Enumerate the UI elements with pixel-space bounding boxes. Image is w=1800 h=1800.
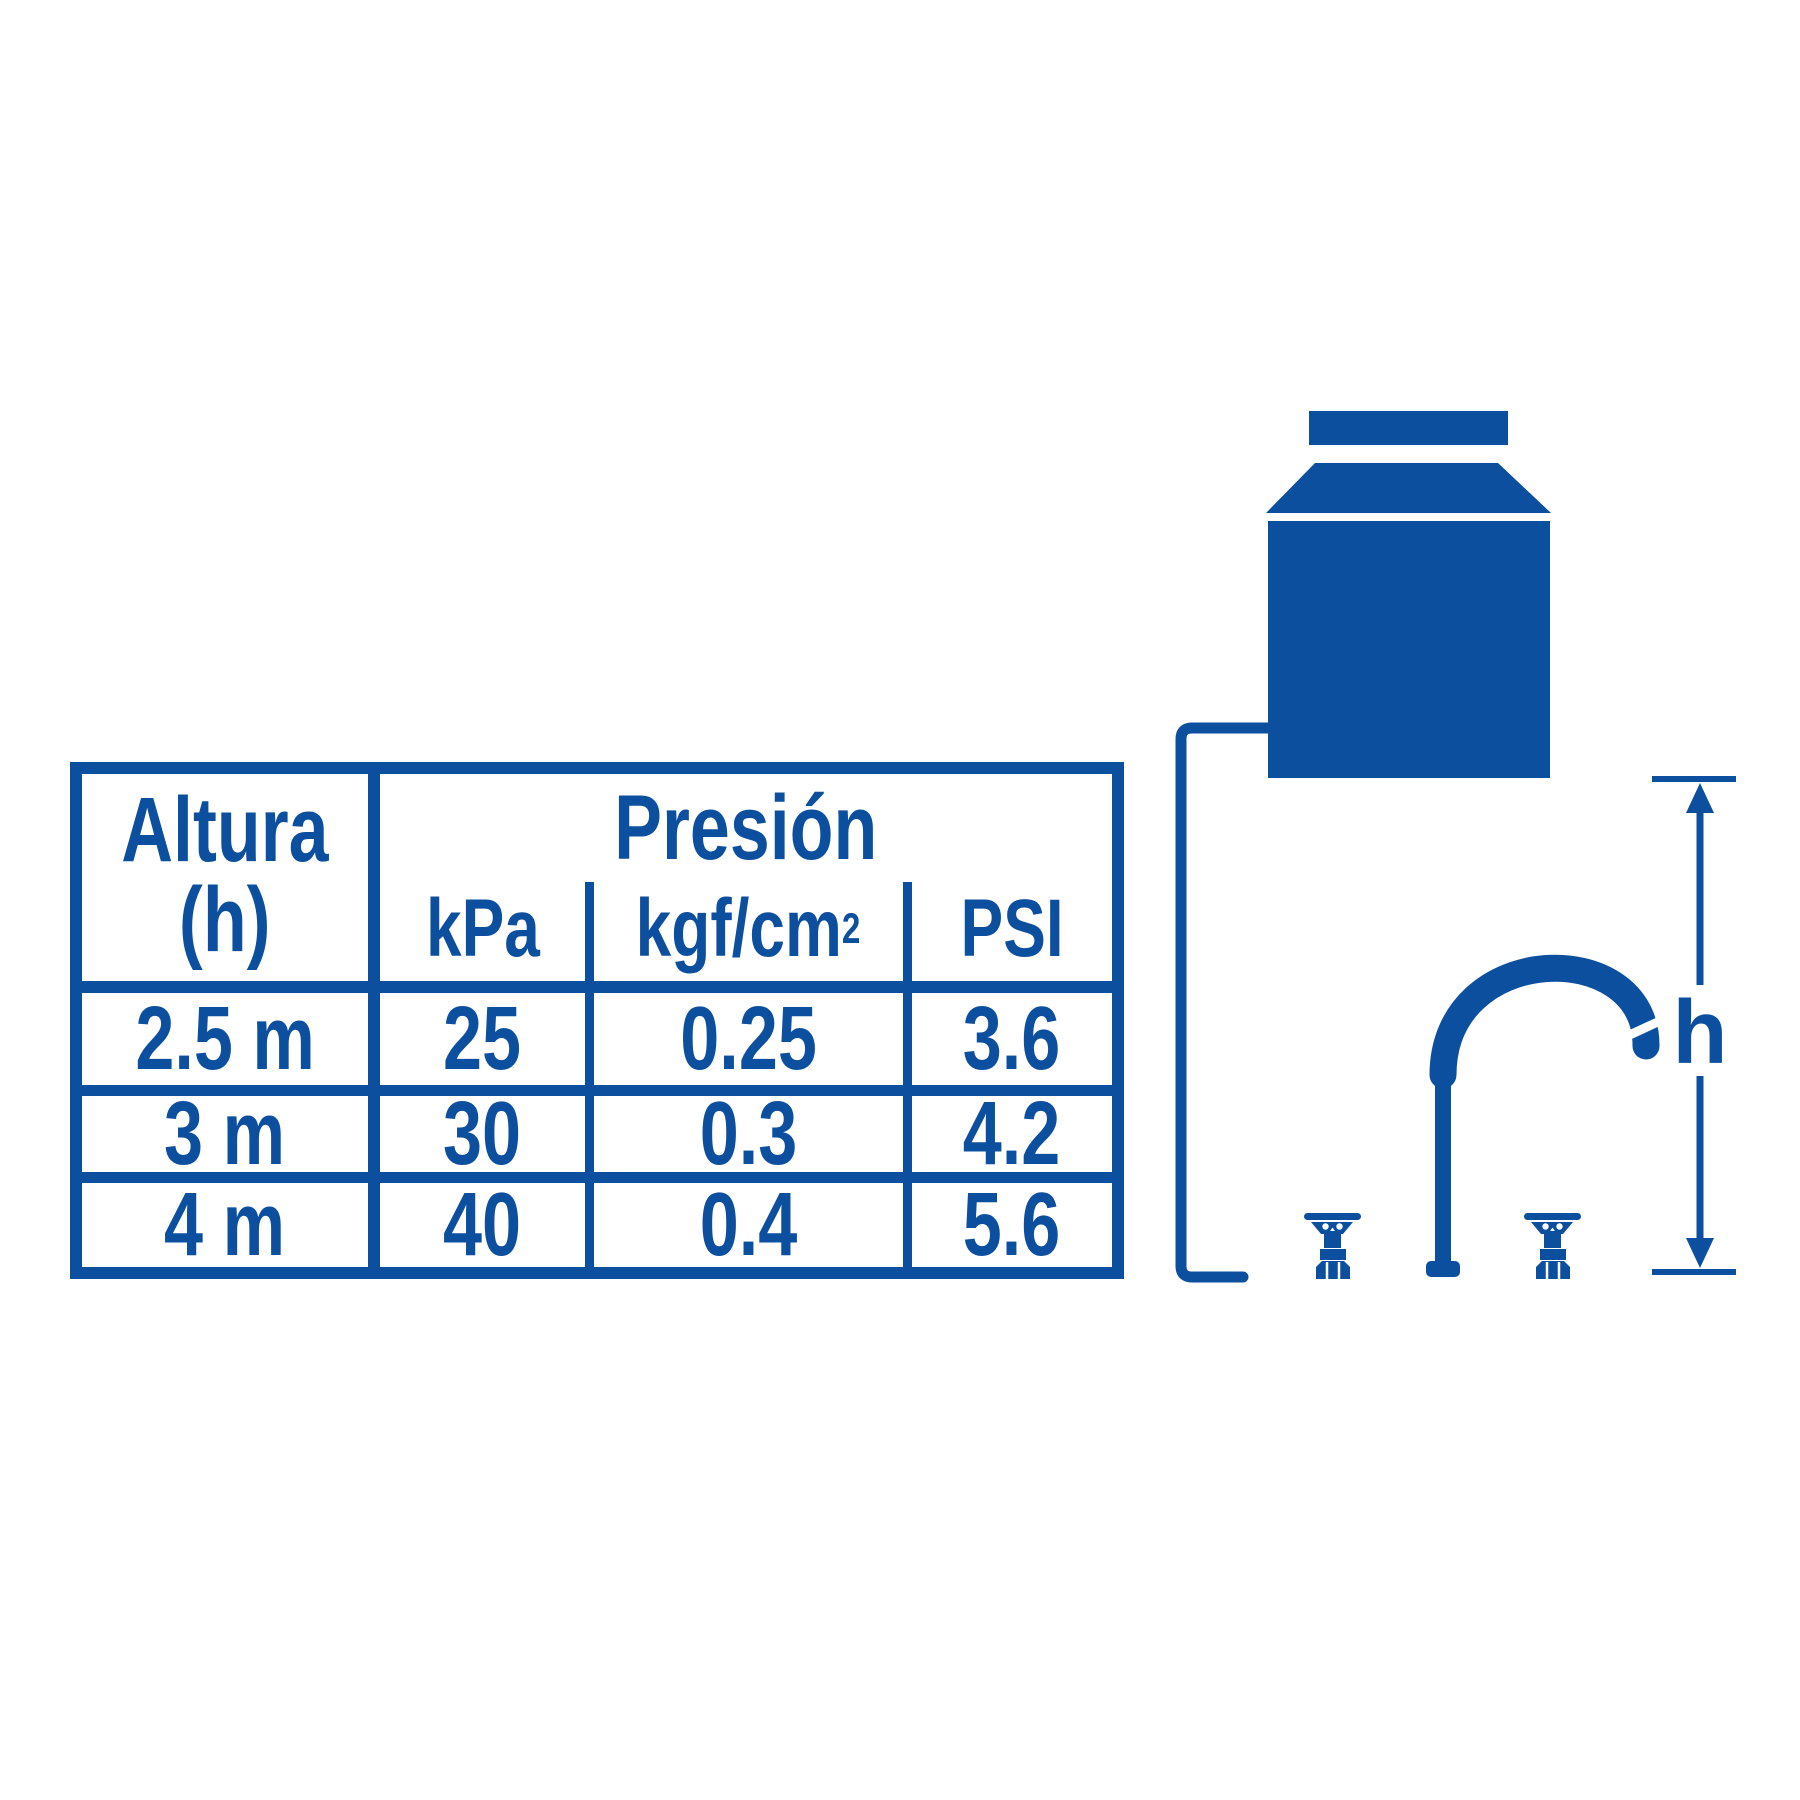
height-label: h: [1673, 983, 1728, 1083]
cell-psi-2: 4.2: [963, 1084, 1061, 1184]
arrowhead-up-icon: [1686, 783, 1714, 813]
unit-psi: PSI: [912, 882, 1112, 976]
table-row-cell: 40: [380, 1175, 585, 1275]
hose-coupling-gap: [1606, 1015, 1664, 1050]
faucet-base: [1426, 1261, 1460, 1277]
table-row-cell: 0.3: [594, 1089, 903, 1179]
cell-altura-1: 2.5 m: [135, 989, 315, 1089]
header-presion: Presión: [380, 778, 1112, 878]
hose-arc: [1429, 954, 1660, 1089]
cell-kpa-1: 25: [443, 989, 522, 1089]
table-border-right: [1112, 762, 1124, 1279]
hose-faucet-icon: [1426, 954, 1664, 1277]
header-altura-label: Altura: [121, 779, 329, 881]
tank-shoulder: [1266, 463, 1551, 513]
unit-psi-label: PSI: [960, 883, 1064, 974]
table-divider-kgf-psi: [903, 882, 912, 1279]
unit-kpa: kPa: [380, 882, 585, 976]
table-row-cell: 0.4: [594, 1175, 903, 1275]
table-divider-main: [368, 762, 380, 1279]
header-presion-label: Presión: [614, 777, 878, 879]
sprinkler-left-icon: [1302, 1211, 1363, 1281]
height-dimension-arrow: h: [1652, 776, 1736, 1275]
table-row-cell: 2.5 m: [82, 993, 368, 1085]
tank-body: [1268, 521, 1550, 778]
cell-kpa-3: 40: [443, 1175, 522, 1275]
water-tank-icon: [1266, 411, 1551, 778]
tank-lid: [1309, 411, 1508, 445]
sprinkler-right-icon: [1522, 1211, 1583, 1281]
table-row-cell: 3 m: [82, 1089, 368, 1179]
cell-kgf-3: 0.4: [699, 1175, 798, 1275]
unit-kgfcm2-sup: 2: [842, 905, 861, 954]
table-rule-row1: [70, 1085, 1124, 1096]
cell-kpa-2: 30: [443, 1084, 522, 1184]
table-border-left: [70, 762, 82, 1279]
header-altura-h-label: (h): [179, 869, 271, 971]
dimension-bar-top: [1652, 776, 1736, 782]
table-border-top: [70, 762, 1124, 774]
table-divider-kpa-kgf: [585, 882, 594, 1279]
table-border-bottom: [70, 1267, 1124, 1279]
table-row-cell: 3.6: [912, 993, 1112, 1085]
cell-kgf-1: 0.25: [680, 989, 817, 1089]
unit-kgfcm2-label: kgf/cm: [636, 883, 843, 974]
table-row-cell: 0.25: [594, 993, 903, 1085]
table-row-cell: 25: [380, 993, 585, 1085]
cell-psi-1: 3.6: [963, 989, 1061, 1089]
unit-kgfcm2: kgf/cm2: [594, 882, 903, 976]
unit-kpa-label: kPa: [425, 883, 540, 974]
table-row-cell: 5.6: [912, 1175, 1112, 1275]
cell-kgf-2: 0.3: [699, 1084, 798, 1184]
cell-altura-3: 4 m: [164, 1175, 286, 1275]
supply-pipe-icon: [1175, 722, 1273, 1283]
header-altura-h: (h): [82, 872, 368, 968]
cell-psi-3: 5.6: [963, 1175, 1061, 1275]
arrowhead-down-icon: [1686, 1238, 1714, 1268]
header-altura: Altura: [82, 782, 368, 878]
cell-altura-2: 3 m: [164, 1084, 286, 1184]
table-row-cell: 4.2: [912, 1089, 1112, 1179]
table-rule-header: [70, 981, 1124, 993]
dimension-bar-bottom: [1652, 1269, 1736, 1275]
table-rule-row2: [70, 1172, 1124, 1183]
table-row-cell: 30: [380, 1089, 585, 1179]
table-row-cell: 4 m: [82, 1175, 368, 1275]
